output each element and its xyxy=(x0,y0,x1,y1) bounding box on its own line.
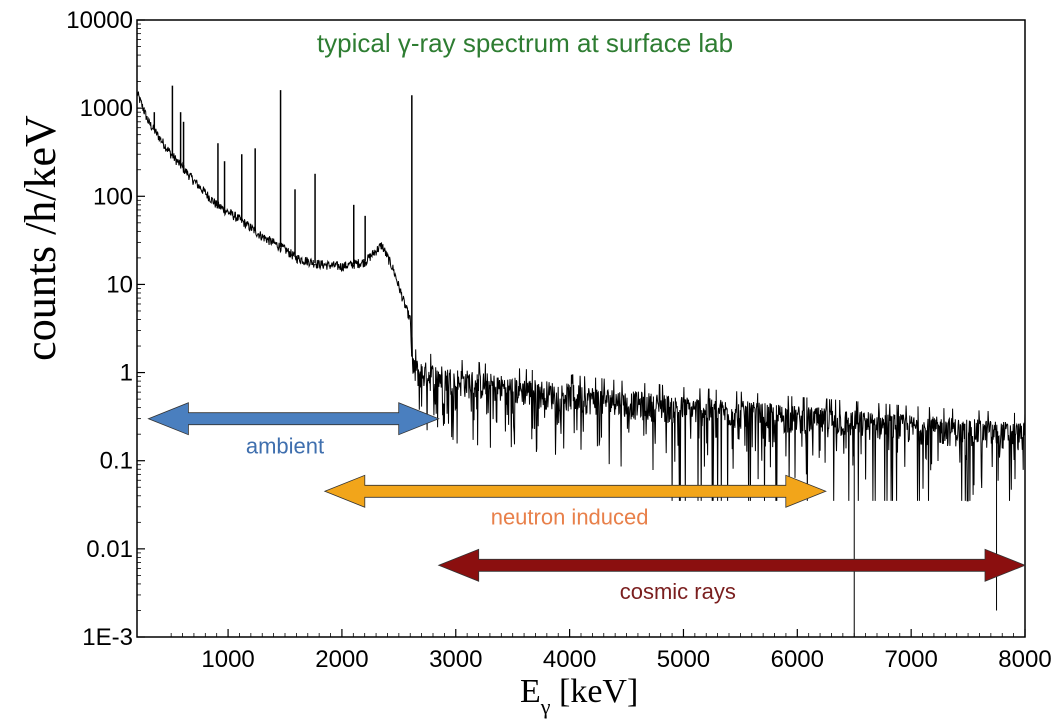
y-axis-ticks: 1E-3 0.01 0.1 1 10 100 1000 10000 xyxy=(66,7,145,651)
annotation-arrows: ambient neutron induced cosmic rays xyxy=(147,402,1027,604)
annotation-label: cosmic rays xyxy=(620,579,736,604)
x-axis-label-unit: [keV] xyxy=(551,673,639,710)
y-tick-label: 1E-3 xyxy=(82,624,133,651)
x-tick-label: 1000 xyxy=(201,646,254,673)
y-tick-label: 1000 xyxy=(80,95,133,122)
y-tick-label: 100 xyxy=(93,183,133,210)
annotation-arrow xyxy=(437,548,1027,582)
spectrum-series xyxy=(136,85,1026,637)
x-tick-label: 7000 xyxy=(884,646,937,673)
x-tick-label: 6000 xyxy=(771,646,824,673)
chart-title: typical γ-ray spectrum at surface lab xyxy=(317,28,733,58)
annotation-label: ambient xyxy=(246,434,324,459)
x-tick-label: 8000 xyxy=(998,646,1051,673)
y-tick-label: 1 xyxy=(120,360,133,387)
x-tick-label: 4000 xyxy=(543,646,596,673)
x-tick-label: 2000 xyxy=(315,646,368,673)
spectrum-line xyxy=(136,91,1026,502)
x-axis-label: Eγ [keV] xyxy=(520,673,638,719)
x-axis-ticks: 1000 2000 3000 4000 5000 6000 7000 8000 xyxy=(170,629,1052,673)
x-tick-label: 3000 xyxy=(429,646,482,673)
x-axis-label-main: E xyxy=(520,673,541,710)
x-axis-label-sub: γ xyxy=(540,694,551,719)
y-tick-label: 0.01 xyxy=(86,536,133,563)
y-tick-label: 10 xyxy=(106,271,133,298)
annotation-arrow xyxy=(147,402,440,436)
x-tick-label: 5000 xyxy=(657,646,710,673)
y-tick-label: 0.1 xyxy=(100,448,133,475)
annotation-arrow xyxy=(323,474,827,508)
plot-frame xyxy=(136,19,1026,638)
annotation-label: neutron induced xyxy=(491,504,649,529)
y-tick-label: 10000 xyxy=(66,7,133,34)
y-axis-label: counts /h/keV xyxy=(16,115,65,361)
